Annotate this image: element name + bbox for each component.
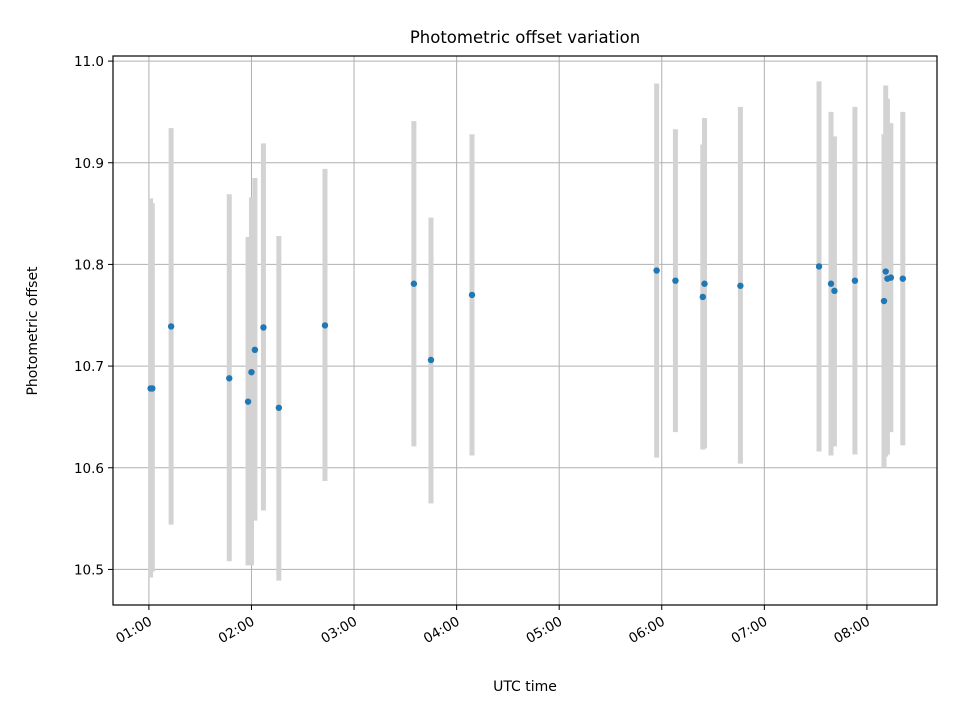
data-point	[737, 282, 744, 289]
data-point	[851, 277, 859, 284]
data-point	[831, 287, 838, 295]
data-point	[244, 398, 252, 405]
data-point	[410, 280, 418, 287]
y-tick-label: 10.7	[74, 359, 104, 375]
data-point	[275, 404, 283, 411]
x-axis-title: UTC time	[493, 679, 557, 695]
data-point	[815, 263, 823, 270]
data-point	[321, 322, 329, 329]
y-tick-label: 10.5	[74, 562, 104, 578]
y-tick-label: 10.8	[74, 257, 104, 273]
data-point	[899, 275, 907, 282]
data-point	[260, 324, 267, 331]
plot-frame	[112, 55, 938, 606]
data-point	[699, 293, 706, 301]
data-point	[887, 274, 895, 281]
data-point	[149, 385, 156, 392]
data-point	[251, 346, 259, 354]
data-point	[653, 267, 660, 274]
data-point	[701, 280, 708, 287]
data-point	[167, 323, 175, 330]
data-point	[248, 368, 255, 376]
data-point	[468, 291, 476, 299]
chart-title: Photometric offset variation	[410, 28, 640, 47]
data-point	[882, 268, 889, 275]
data-point	[226, 375, 233, 382]
y-tick-label: 11.0	[74, 54, 104, 70]
data-point	[880, 297, 888, 305]
y-tick-label: 10.6	[74, 461, 104, 477]
y-axis-title: Photometric offset	[25, 266, 41, 396]
data-point	[427, 356, 435, 364]
data-point	[827, 280, 835, 287]
point-layer	[147, 263, 907, 411]
data-point	[672, 277, 679, 284]
y-tick-label: 10.9	[74, 156, 104, 172]
